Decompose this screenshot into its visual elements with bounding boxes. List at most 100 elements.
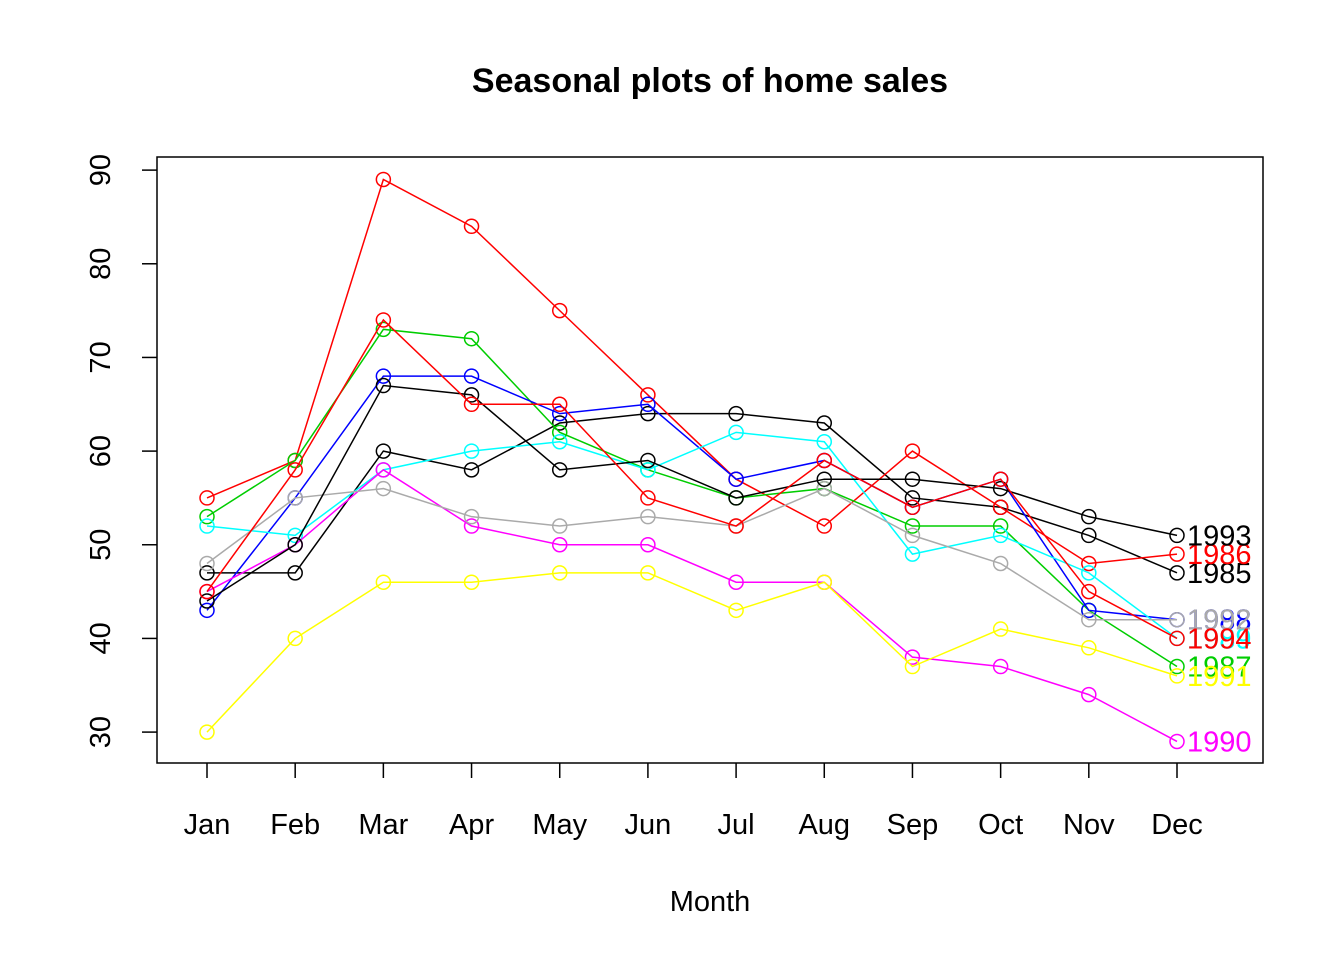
series-line	[206, 384, 1178, 602]
point	[199, 555, 215, 572]
point	[1081, 508, 1097, 525]
point	[287, 537, 303, 553]
y-tick-label: 50	[85, 529, 117, 561]
point	[375, 443, 392, 459]
point	[1169, 658, 1185, 675]
point	[904, 649, 921, 665]
point	[1169, 527, 1185, 544]
point	[199, 724, 215, 740]
point	[992, 658, 1009, 675]
point	[816, 471, 833, 487]
point	[904, 499, 921, 516]
point	[992, 518, 1009, 534]
point	[1081, 602, 1097, 619]
point	[375, 462, 392, 478]
point	[551, 396, 568, 413]
point	[728, 518, 744, 534]
point	[463, 443, 480, 459]
point	[640, 565, 656, 581]
series-label: 1986	[1187, 539, 1252, 571]
point	[640, 490, 656, 506]
point	[287, 630, 303, 647]
series-label: 1992	[1187, 605, 1252, 637]
series-line	[206, 487, 1177, 621]
series-line	[206, 431, 1178, 640]
y-tick-label: 60	[85, 435, 117, 467]
point	[728, 405, 744, 422]
x-tick-label: Oct	[978, 809, 1023, 841]
x-tick-label: Aug	[798, 809, 850, 841]
point	[640, 537, 656, 553]
point	[375, 312, 392, 328]
x-tick-label: Jun	[625, 809, 672, 841]
point	[1081, 686, 1097, 703]
point	[551, 462, 568, 478]
point	[1081, 527, 1097, 544]
point	[992, 499, 1009, 516]
point	[375, 480, 392, 497]
point	[287, 527, 303, 544]
y-tick-label: 80	[85, 248, 117, 280]
point	[992, 555, 1009, 572]
x-tick-label: Apr	[449, 809, 494, 841]
point	[640, 396, 656, 413]
x-axis-label: Month	[670, 886, 751, 918]
point	[904, 471, 921, 487]
point	[816, 452, 833, 469]
series-label: 1987	[1187, 652, 1252, 684]
x-tick-label: Nov	[1063, 809, 1115, 841]
point	[640, 405, 656, 422]
point	[904, 443, 921, 459]
point	[728, 424, 744, 441]
point	[551, 518, 568, 534]
series-line	[206, 375, 1178, 621]
point	[1169, 565, 1185, 581]
point	[463, 396, 480, 413]
plot-frame	[156, 156, 1264, 764]
point	[816, 415, 833, 431]
point	[904, 518, 921, 534]
point	[1081, 611, 1097, 628]
series-line	[207, 412, 1178, 574]
series-label: 1985	[1187, 558, 1252, 590]
point	[463, 518, 480, 534]
point	[1169, 668, 1185, 684]
point	[904, 546, 921, 562]
x-tick-label: Jan	[184, 809, 231, 841]
x-tick-label: Jul	[718, 809, 755, 841]
point	[551, 405, 568, 422]
point	[640, 508, 656, 525]
point	[551, 424, 568, 441]
point	[375, 377, 392, 394]
point	[375, 171, 392, 188]
point	[463, 462, 480, 478]
point	[463, 330, 480, 347]
series-line	[206, 328, 1178, 668]
x-tick-label: Mar	[358, 809, 408, 841]
point	[640, 452, 656, 469]
point	[1169, 546, 1185, 562]
point	[199, 602, 215, 619]
point	[463, 574, 480, 590]
series-line	[206, 318, 1178, 640]
point	[199, 583, 215, 600]
point	[551, 302, 568, 319]
point	[1081, 565, 1097, 581]
x-tick-label: Dec	[1151, 809, 1203, 841]
point	[1081, 583, 1097, 600]
y-tick-label: 90	[85, 154, 117, 186]
point	[992, 527, 1009, 544]
point	[199, 518, 215, 534]
x-tick-label: Feb	[270, 809, 320, 841]
point	[816, 480, 833, 497]
point	[1081, 555, 1097, 572]
point	[463, 218, 480, 235]
point	[728, 574, 744, 590]
point	[287, 462, 303, 478]
point	[287, 452, 303, 469]
series-label: 1991	[1187, 661, 1252, 693]
point	[1169, 733, 1185, 750]
point	[375, 574, 392, 590]
x-tick-label: Sep	[887, 809, 939, 841]
point	[199, 508, 215, 525]
